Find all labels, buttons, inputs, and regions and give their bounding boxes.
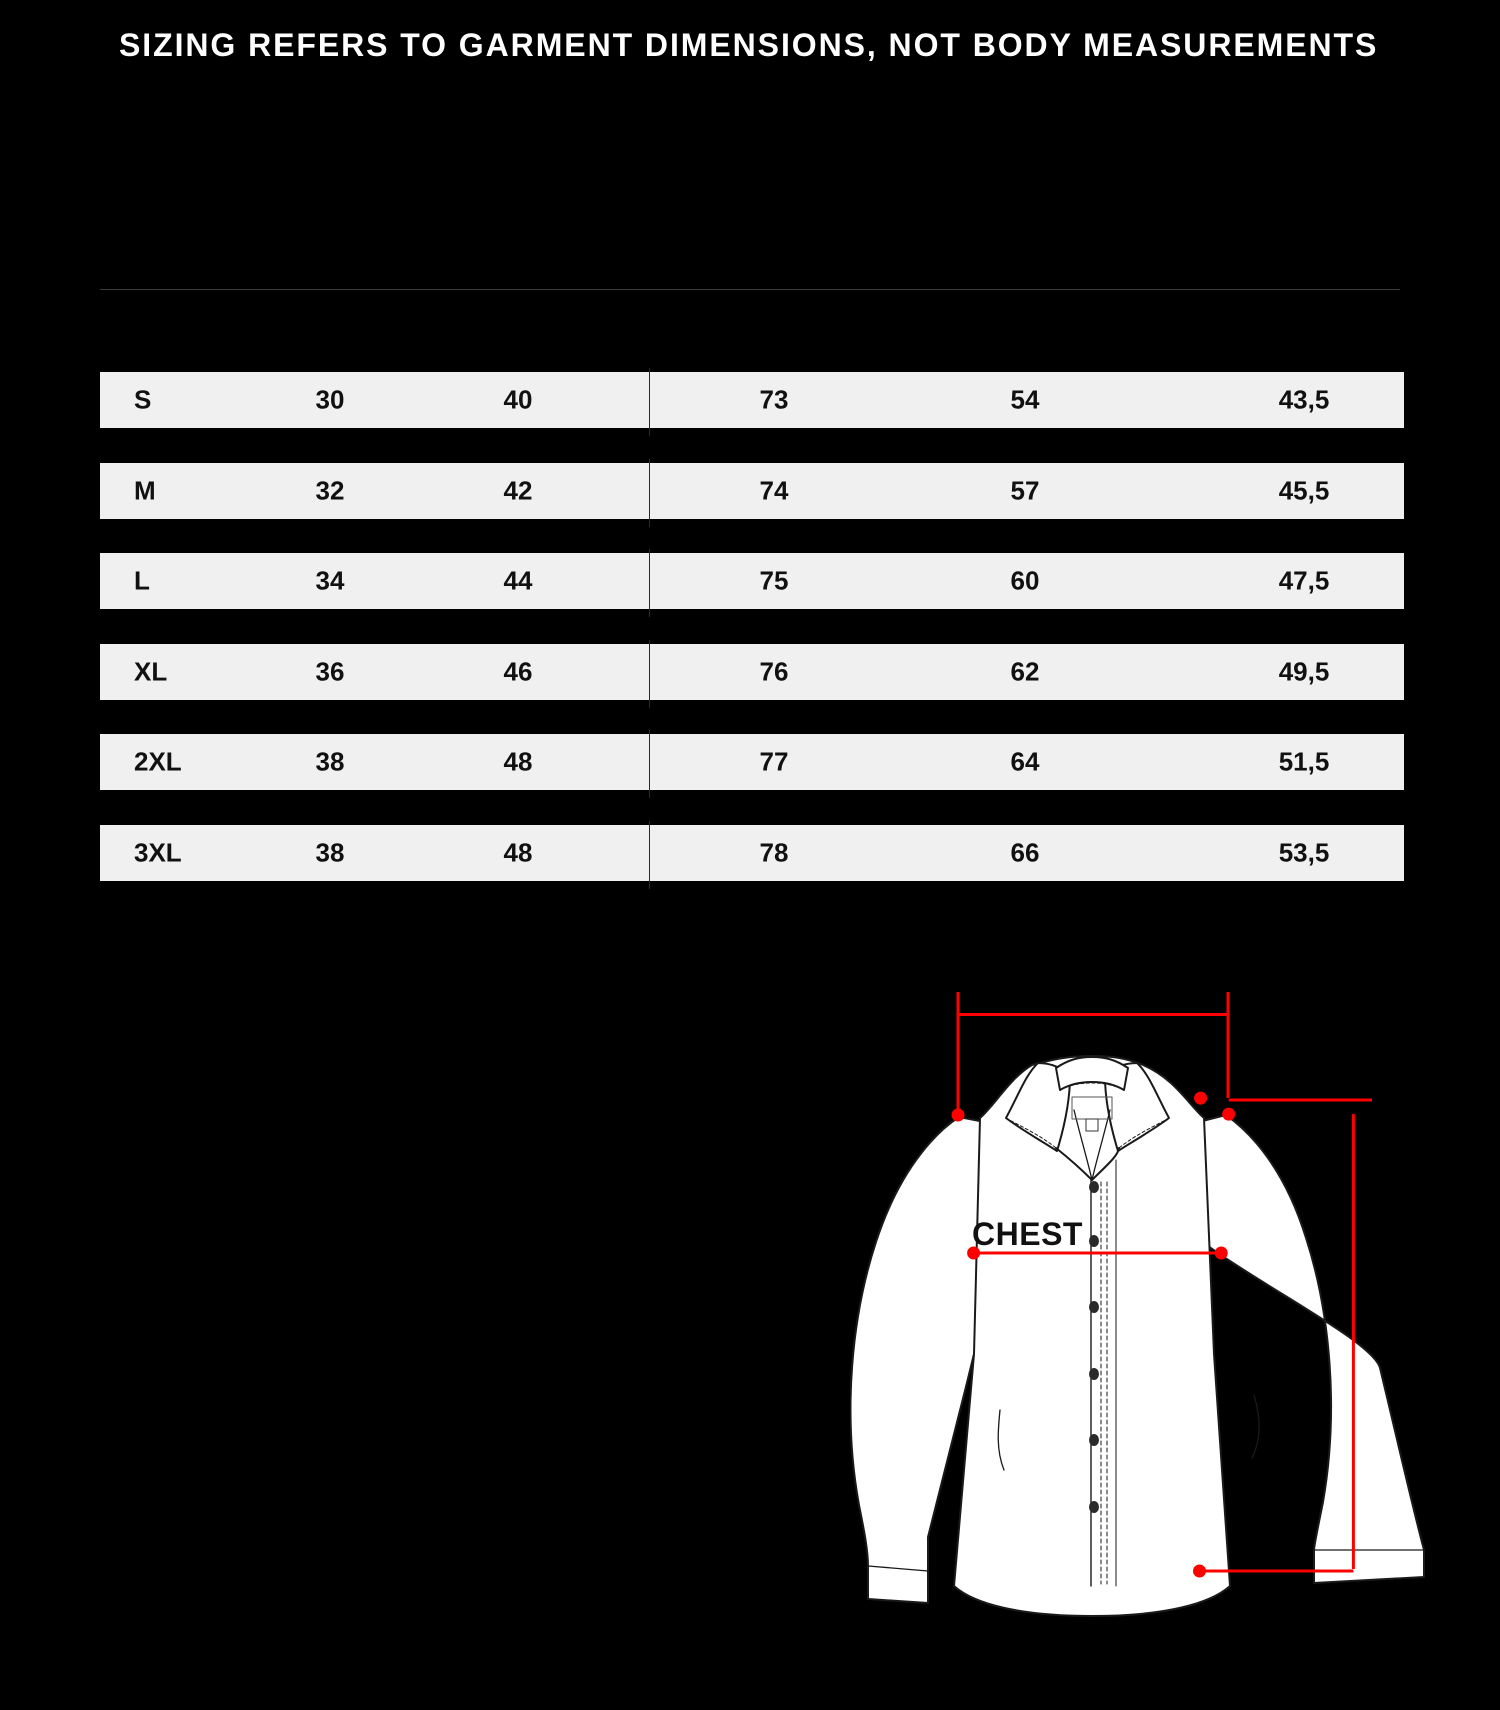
- svg-text:CHEST: CHEST: [972, 1216, 1083, 1252]
